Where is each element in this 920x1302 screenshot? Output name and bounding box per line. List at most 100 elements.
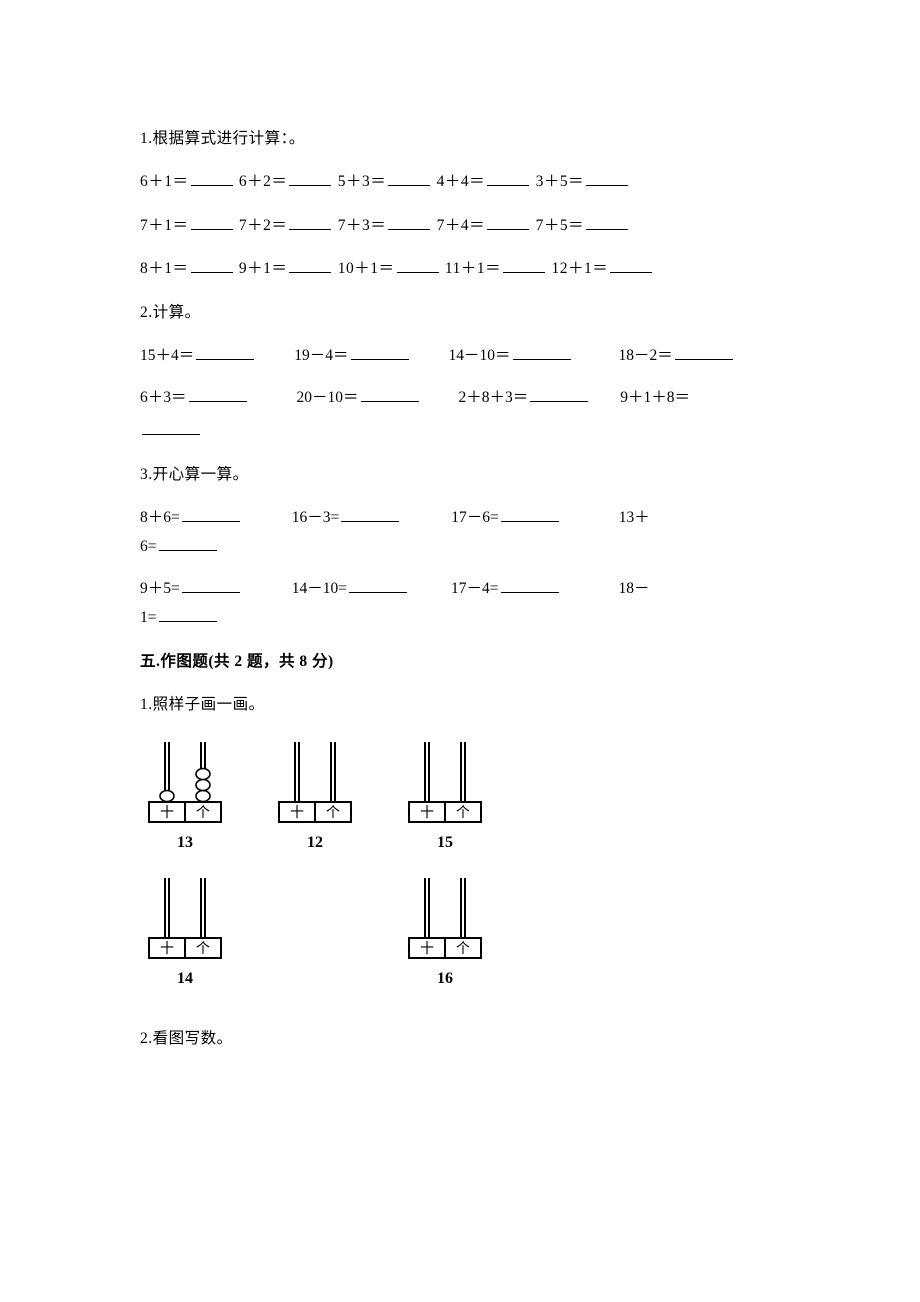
equation-text: 12＋1＝ [547, 260, 608, 277]
answer-blank[interactable] [503, 257, 545, 274]
answer-blank[interactable] [487, 213, 529, 230]
answer-blank[interactable] [501, 576, 559, 593]
equation-text: 17－6= [451, 509, 499, 526]
answer-blank[interactable] [182, 505, 240, 522]
answer-blank[interactable] [397, 257, 439, 274]
equation-text: 6= [140, 538, 157, 555]
answer-blank[interactable] [361, 385, 419, 402]
equation-cell: 2＋8＋3＝ [459, 383, 591, 412]
svg-text:十: 十 [160, 941, 174, 957]
equation-row: 9＋5= 14－10= 17－4= 18－ [140, 574, 780, 603]
svg-text:个: 个 [196, 805, 210, 821]
abacus-svg: 十个 [405, 876, 485, 962]
equation-cell: 18－2＝ [619, 341, 735, 370]
equation-text: 14－10＝ [449, 347, 511, 364]
abacus-number: 12 [270, 828, 360, 858]
answer-blank[interactable] [388, 213, 430, 230]
equation-text: 6＋2＝ [235, 173, 288, 190]
equation-cell: 16－3= [292, 503, 402, 532]
answer-blank[interactable] [586, 213, 628, 230]
equation-cell: 9＋5= [140, 574, 242, 603]
equation-text: 20－10＝ [297, 389, 359, 406]
equation-cell: 8＋6= [140, 503, 242, 532]
answer-blank[interactable] [487, 170, 529, 187]
wrapped-continuation: 1= [140, 603, 780, 632]
abacus-number: 14 [140, 964, 230, 994]
answer-blank[interactable] [675, 344, 733, 361]
equation-text: 13＋ [619, 509, 650, 526]
wrapped-continuation: 6= [140, 532, 780, 561]
equation-cell: 15＋4＝ [140, 341, 256, 370]
q1-title: 1.根据算式进行计算：。 [140, 124, 780, 153]
equation-text: 3＋5＝ [531, 173, 584, 190]
equation-cell: 9＋1＋8＝ [620, 383, 690, 412]
answer-blank[interactable] [142, 419, 200, 436]
worksheet-page: 1.根据算式进行计算：。 6＋1＝ 6＋2＝ 5＋3＝ 4＋4＝ 3＋5＝7＋1… [0, 0, 920, 1302]
answer-blank[interactable] [191, 213, 233, 230]
equation-text: 7＋4＝ [432, 217, 485, 234]
equation-text: 7＋1＝ [140, 217, 189, 234]
answer-blank[interactable] [513, 344, 571, 361]
answer-blank[interactable] [586, 170, 628, 187]
answer-blank[interactable] [530, 385, 588, 402]
answer-blank[interactable] [289, 257, 331, 274]
answer-blank[interactable] [182, 576, 240, 593]
equation-row: 15＋4＝ 19－4＝ 14－10＝ 18－2＝ [140, 341, 780, 370]
equation-text: 7＋2＝ [235, 217, 288, 234]
abacus-item: 十个15 [400, 740, 490, 858]
abacus-number: 16 [400, 964, 490, 994]
abacus-number: 13 [140, 828, 230, 858]
equation-text: 2＋8＋3＝ [459, 389, 529, 406]
equation-cell: 6＋3＝ [140, 383, 249, 412]
svg-text:十: 十 [420, 805, 434, 821]
answer-blank[interactable] [388, 170, 430, 187]
equation-cell: 19－4＝ [294, 341, 410, 370]
answer-blank[interactable] [501, 505, 559, 522]
equation-text: 7＋5＝ [531, 217, 584, 234]
answer-blank[interactable] [289, 213, 331, 230]
answer-blank[interactable] [341, 505, 399, 522]
abacus-row: 十个13十个12十个15 [140, 740, 780, 858]
equation-text: 6＋3＝ [140, 389, 187, 406]
equation-text: 15＋4＝ [140, 347, 194, 364]
equation-cell: 20－10＝ [297, 383, 421, 412]
equation-text: 17－4= [451, 580, 499, 597]
abacus-diagram: 十个13十个12十个15十个14十个16 [140, 740, 780, 995]
equation-cell: 13＋ [619, 503, 650, 532]
answer-blank[interactable] [610, 257, 652, 274]
equation-cell: 14－10＝ [449, 341, 573, 370]
equation-text: 18－2＝ [619, 347, 673, 364]
q2-title: 2.计算。 [140, 298, 780, 327]
equation-row: 7＋1＝ 7＋2＝ 7＋3＝ 7＋4＝ 7＋5＝ [140, 211, 780, 240]
equation-text: 14－10= [292, 580, 347, 597]
trailing-blank-line [140, 416, 780, 445]
equation-text: 1= [140, 609, 157, 626]
q3-title: 3.开心算一算。 [140, 460, 780, 489]
equation-row: 6＋3＝ 20－10＝ 2＋8＋3＝ 9＋1＋8＝ [140, 383, 780, 412]
equation-text: 19－4＝ [294, 347, 348, 364]
answer-blank[interactable] [191, 257, 233, 274]
answer-blank[interactable] [159, 606, 217, 623]
equation-row: 8＋1＝ 9＋1＝ 10＋1＝ 11＋1＝ 12＋1＝ [140, 254, 780, 283]
svg-text:个: 个 [326, 805, 340, 821]
answer-blank[interactable] [191, 170, 233, 187]
abacus-item: 十个13 [140, 740, 230, 858]
equation-cell: 17－6= [451, 503, 561, 532]
abacus-number: 15 [400, 828, 490, 858]
answer-blank[interactable] [189, 385, 247, 402]
equation-text: 10＋1＝ [333, 260, 394, 277]
svg-text:十: 十 [290, 805, 304, 821]
answer-blank[interactable] [349, 576, 407, 593]
equation-text: 9＋1＝ [235, 260, 288, 277]
q3-grid: 8＋6= 16－3= 17－6= 13＋ 6= 9＋5= 14－10= 17－4= 18－ 1= [140, 503, 780, 633]
equation-text: 8＋1＝ [140, 260, 189, 277]
equation-cell: 14－10= [292, 574, 409, 603]
answer-blank[interactable] [289, 170, 331, 187]
answer-blank[interactable] [159, 535, 217, 552]
equation-text: 18－ [619, 580, 650, 597]
answer-blank[interactable] [351, 344, 409, 361]
svg-text:个: 个 [456, 941, 470, 957]
equation-text: 4＋4＝ [432, 173, 485, 190]
abacus-svg: 十个 [145, 740, 225, 826]
answer-blank[interactable] [196, 344, 254, 361]
